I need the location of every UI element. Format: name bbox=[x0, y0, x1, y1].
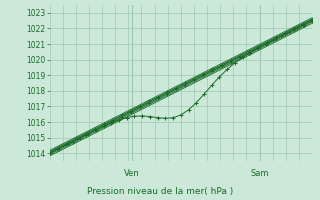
Text: Sam: Sam bbox=[250, 169, 269, 178]
Text: Ven: Ven bbox=[124, 169, 140, 178]
Text: Pression niveau de la mer( hPa ): Pression niveau de la mer( hPa ) bbox=[87, 187, 233, 196]
